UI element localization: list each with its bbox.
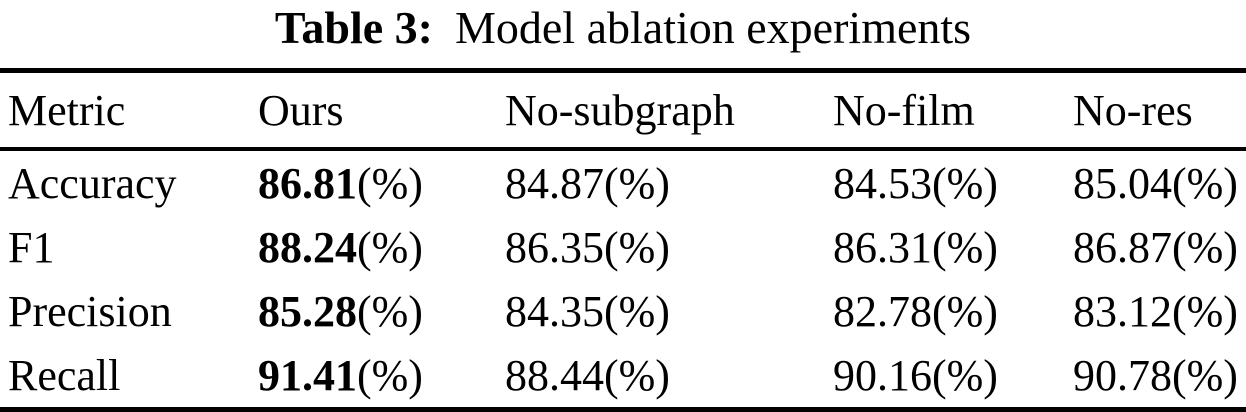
value: 84.35 bbox=[505, 286, 604, 336]
value-cell-ours: 91.41(%) bbox=[250, 350, 497, 401]
value-cell-no-film: 84.53(%) bbox=[825, 158, 1065, 209]
value: 86.81 bbox=[258, 158, 357, 208]
value: 90.78 bbox=[1073, 350, 1172, 400]
metric-cell: Recall bbox=[8, 350, 121, 400]
value-cell-no-subgraph: 88.44(%) bbox=[497, 350, 825, 401]
header-cell-no-res: No-res bbox=[1073, 85, 1193, 135]
value: 90.16 bbox=[833, 350, 932, 400]
metric-cell: Accuracy bbox=[8, 158, 177, 208]
unit-label: (%) bbox=[357, 158, 423, 208]
unit-label: (%) bbox=[357, 222, 423, 272]
value-cell-ours: 88.24(%) bbox=[250, 222, 497, 273]
value: 85.28 bbox=[258, 286, 357, 336]
value-cell-no-subgraph: 84.35(%) bbox=[497, 286, 825, 337]
value: 88.44 bbox=[505, 350, 604, 400]
value-cell-no-subgraph: 86.35(%) bbox=[497, 222, 825, 273]
value: 84.87 bbox=[505, 158, 604, 208]
table-header-row: Metric Ours No-subgraph No-film No-res bbox=[0, 73, 1246, 147]
value-cell-no-subgraph: 84.87(%) bbox=[497, 158, 825, 209]
value: 86.87 bbox=[1073, 222, 1172, 272]
header-cell-ours: Ours bbox=[258, 85, 344, 135]
value-cell-no-res: 85.04(%) bbox=[1065, 158, 1246, 209]
unit-label: (%) bbox=[357, 350, 423, 400]
value-cell-no-film: 82.78(%) bbox=[825, 286, 1065, 337]
header-cell-no-subgraph: No-subgraph bbox=[505, 85, 735, 135]
value-cell-ours: 85.28(%) bbox=[250, 286, 497, 337]
value: 91.41 bbox=[258, 350, 357, 400]
metric-cell: Precision bbox=[8, 286, 172, 336]
table-row-precision: Precision 85.28(%) 84.35(%) 82.78(%) 83.… bbox=[0, 279, 1246, 343]
unit-label: (%) bbox=[932, 350, 998, 400]
table-row-accuracy: Accuracy 86.81(%) 84.87(%) 84.53(%) 85.0… bbox=[0, 151, 1246, 215]
unit-label: (%) bbox=[1172, 350, 1238, 400]
table-caption: Table 3: Model ablation experiments bbox=[0, 0, 1246, 60]
unit-label: (%) bbox=[1172, 286, 1238, 336]
value-cell-no-res: 83.12(%) bbox=[1065, 286, 1246, 337]
value-cell-ours: 86.81(%) bbox=[250, 158, 497, 209]
table-header-rule bbox=[0, 147, 1246, 151]
value: 88.24 bbox=[258, 222, 357, 272]
unit-label: (%) bbox=[1172, 222, 1238, 272]
value-cell-no-res: 90.78(%) bbox=[1065, 350, 1246, 401]
unit-label: (%) bbox=[357, 286, 423, 336]
table-row-f1: F1 88.24(%) 86.35(%) 86.31(%) 86.87(%) bbox=[0, 215, 1246, 279]
unit-label: (%) bbox=[932, 222, 998, 272]
unit-label: (%) bbox=[604, 286, 670, 336]
unit-label: (%) bbox=[932, 158, 998, 208]
table-row-recall: Recall 91.41(%) 88.44(%) 90.16(%) 90.78(… bbox=[0, 343, 1246, 407]
value: 86.31 bbox=[833, 222, 932, 272]
value: 82.78 bbox=[833, 286, 932, 336]
value-cell-no-film: 90.16(%) bbox=[825, 350, 1065, 401]
table-caption-label: Table 3: bbox=[274, 2, 433, 53]
unit-label: (%) bbox=[604, 350, 670, 400]
value: 86.35 bbox=[505, 222, 604, 272]
unit-label: (%) bbox=[604, 222, 670, 272]
table-caption-text: Model ablation experiments bbox=[454, 2, 972, 53]
value-cell-no-film: 86.31(%) bbox=[825, 222, 1065, 273]
value: 83.12 bbox=[1073, 286, 1172, 336]
value: 85.04 bbox=[1073, 158, 1172, 208]
value-cell-no-res: 86.87(%) bbox=[1065, 222, 1246, 273]
header-cell-metric: Metric bbox=[8, 85, 126, 135]
unit-label: (%) bbox=[1172, 158, 1238, 208]
value: 84.53 bbox=[833, 158, 932, 208]
table-bottom-rule bbox=[0, 407, 1246, 412]
unit-label: (%) bbox=[604, 158, 670, 208]
unit-label: (%) bbox=[932, 286, 998, 336]
metric-cell: F1 bbox=[8, 222, 55, 272]
table-top-rule bbox=[0, 68, 1246, 73]
header-cell-no-film: No-film bbox=[833, 85, 975, 135]
